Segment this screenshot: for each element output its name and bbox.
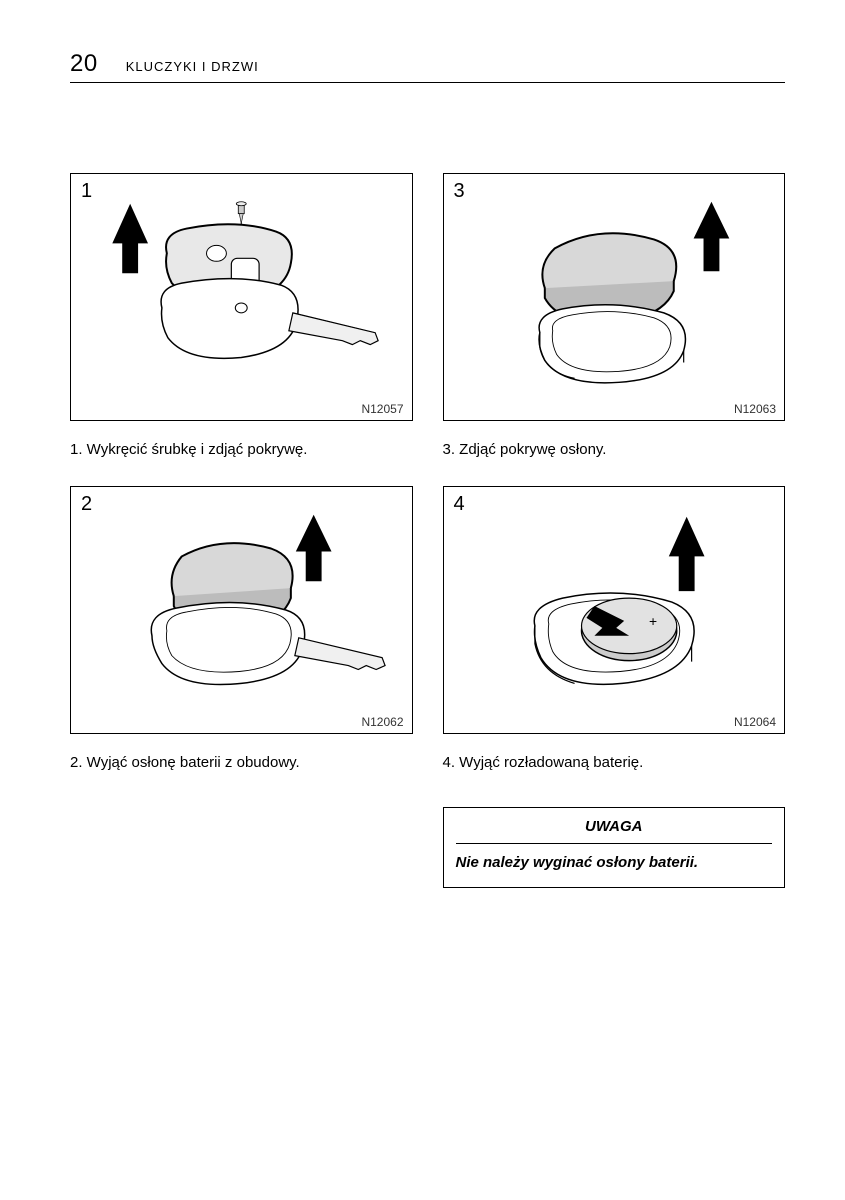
figure-4-code: N12064: [734, 715, 776, 729]
figure-4: 4 + N12064: [443, 486, 786, 734]
figure-3-code: N12063: [734, 402, 776, 416]
figure-2-code: N12062: [361, 715, 403, 729]
page-header: 20 KLUCZYKI I DRZWI: [70, 50, 785, 83]
warning-box: UWAGA Nie należy wyginać osłony baterii.: [443, 807, 786, 888]
figure-4-caption: 4. Wyjąć rozładowaną baterię.: [443, 752, 786, 773]
section-title: KLUCZYKI I DRZWI: [126, 59, 259, 74]
figure-4-illustration: +: [444, 487, 785, 733]
figure-3: 3 N12063: [443, 173, 786, 421]
figure-3-caption: 3. Zdjąć pokrywę osłony.: [443, 439, 786, 460]
figure-3-illustration: [444, 174, 785, 420]
figure-2: 2 N12062: [70, 486, 413, 734]
warning-title: UWAGA: [456, 818, 773, 844]
warning-text: Nie należy wyginać osłony baterii.: [456, 854, 773, 871]
svg-text:+: +: [648, 613, 656, 629]
right-column: 3 N12063 3. Zdjąć pokrywę osłony.: [443, 173, 786, 888]
content-columns: 1: [70, 173, 785, 888]
figure-1-illustration: [71, 174, 412, 420]
figure-2-illustration: [71, 487, 412, 733]
figure-1: 1: [70, 173, 413, 421]
figure-2-caption: 2. Wyjąć osłonę baterii z obudowy.: [70, 752, 413, 773]
figure-1-caption: 1. Wykręcić śrubkę i zdjąć pokrywę.: [70, 439, 413, 460]
figure-1-code: N12057: [361, 402, 403, 416]
left-column: 1: [70, 173, 413, 888]
page-number: 20: [70, 50, 98, 78]
